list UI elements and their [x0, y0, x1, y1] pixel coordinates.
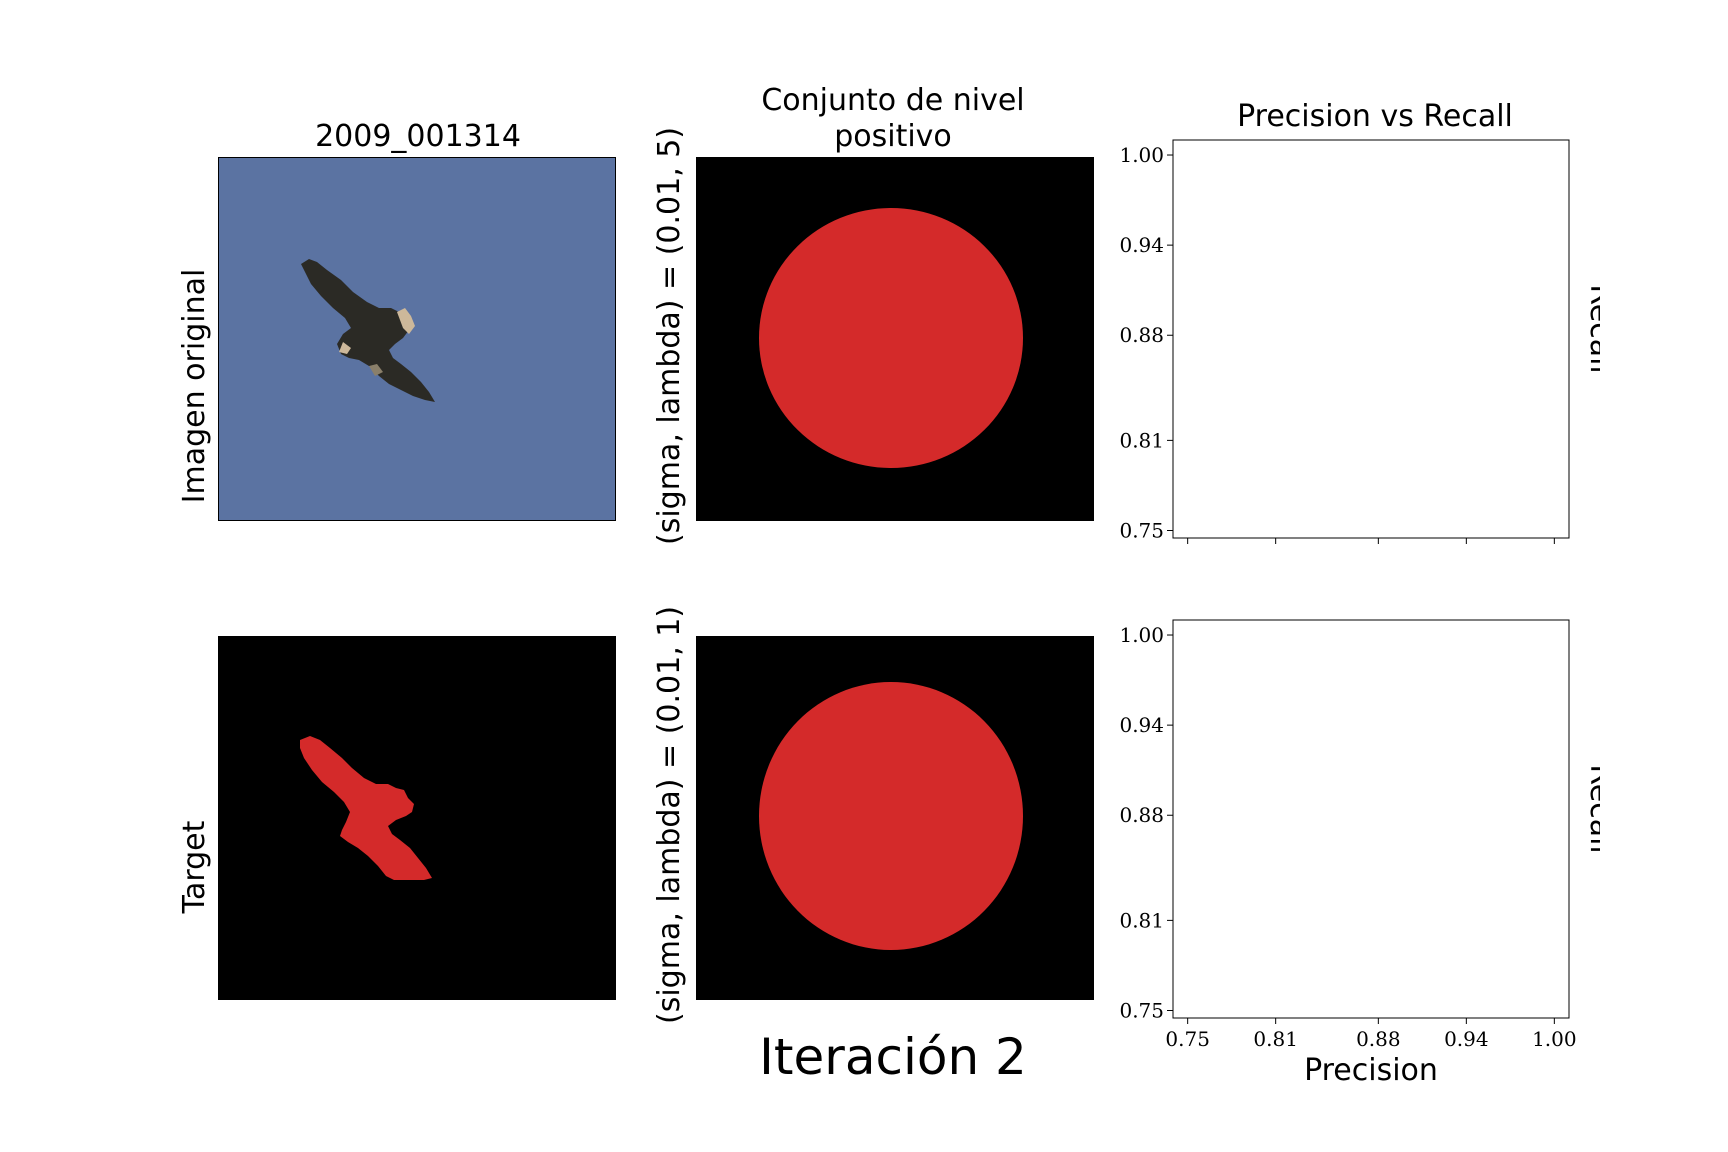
middle-title-line2: positivo — [834, 119, 952, 154]
middle-row-label-top: (sigma, lambda) = (0.01, 5) — [652, 126, 687, 545]
pr-chart-bottom: 0.75 0.81 0.88 0.94 1.00 0.75 0.81 0.88 0.94 1.00… — [1119, 619, 1600, 1088]
sky-background — [219, 158, 615, 520]
original-image — [219, 158, 615, 520]
x-tick-label: 0.75 — [1165, 1027, 1210, 1051]
row-label-target: Target — [177, 820, 212, 914]
y-tick-label: 0.94 — [1119, 713, 1164, 737]
level-set-top — [696, 157, 1094, 521]
target-mask-panel — [218, 636, 616, 1000]
x-tick-label: 0.81 — [1253, 1027, 1298, 1051]
y-tick-label: 1.00 — [1119, 143, 1164, 167]
y-tick-label: 0.88 — [1119, 803, 1164, 827]
pr-chart-top: 0.75 0.81 0.88 0.94 1.00 Recall — [1119, 139, 1600, 544]
y-axis-label: Recall — [1583, 284, 1600, 374]
x-tick-label: 0.88 — [1356, 1027, 1401, 1051]
y-axis-label: Recall — [1583, 764, 1600, 854]
iteration-label: Iteración 2 — [759, 1028, 1027, 1086]
y-tick-label: 0.94 — [1119, 233, 1164, 257]
level-set-bottom — [696, 636, 1094, 1000]
y-tick-label: 0.81 — [1119, 428, 1164, 452]
x-axis-label: Precision — [1304, 1053, 1438, 1088]
chart-title: Precision vs Recall — [1237, 99, 1513, 134]
level-set-top-panel — [696, 157, 1094, 521]
x-tick-label: 0.94 — [1444, 1027, 1489, 1051]
y-tick-label: 0.75 — [1119, 518, 1164, 542]
target-mask — [218, 636, 616, 1000]
plot-area — [1172, 619, 1570, 1019]
middle-row-label-bottom: (sigma, lambda) = (0.01, 1) — [652, 605, 687, 1024]
y-tick-label: 0.88 — [1119, 323, 1164, 347]
y-tick-label: 0.81 — [1119, 908, 1164, 932]
mask-background — [218, 636, 616, 1000]
level-set-bottom-panel — [696, 636, 1094, 1000]
bird-photo — [301, 259, 435, 402]
level-set-region — [759, 682, 1023, 950]
x-tick-label: 1.00 — [1532, 1027, 1577, 1051]
level-set-region — [759, 208, 1023, 468]
bird-mask — [300, 736, 432, 880]
middle-title-line1: Conjunto de nivel — [761, 83, 1025, 118]
row-label-original: Imagen original — [177, 268, 212, 504]
image-title: 2009_001314 — [315, 119, 521, 154]
original-image-panel — [218, 157, 616, 521]
y-tick-label: 0.75 — [1119, 998, 1164, 1022]
plot-area — [1172, 139, 1570, 539]
y-tick-label: 1.00 — [1119, 623, 1164, 647]
